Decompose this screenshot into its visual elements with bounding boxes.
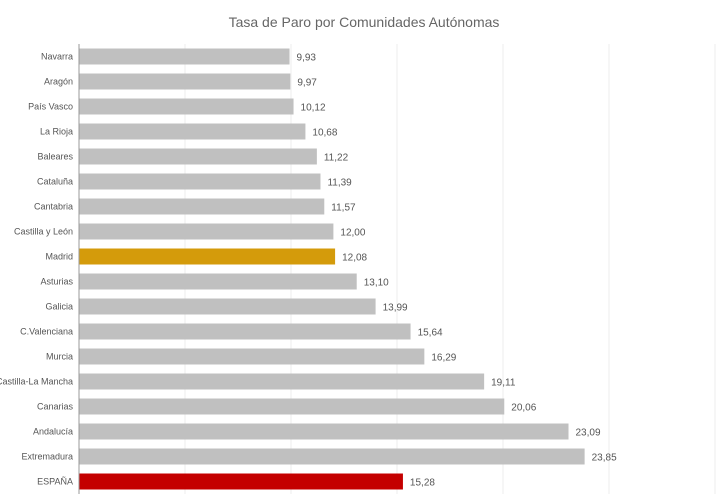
- data-label: 12,00: [340, 228, 365, 239]
- data-label: 13,10: [364, 278, 389, 289]
- data-label: 10,68: [312, 128, 337, 139]
- category-label: Galicia: [45, 302, 73, 312]
- data-label: 11,22: [324, 153, 349, 164]
- bar: [79, 248, 336, 265]
- category-label: Asturias: [40, 277, 73, 287]
- bar: [79, 348, 425, 365]
- bar: [79, 98, 294, 115]
- data-label: 23,85: [592, 453, 617, 464]
- data-label: 16,29: [431, 353, 456, 364]
- data-label: 11,39: [327, 178, 352, 189]
- chart-title: Tasa de Paro por Comunidades Autónomas: [228, 14, 500, 30]
- data-label: 13,99: [383, 303, 408, 314]
- category-label: Baleares: [37, 152, 73, 162]
- category-label: País Vasco: [28, 102, 73, 112]
- category-label: ESPAÑA: [37, 477, 73, 487]
- category-label: Aragón: [44, 77, 73, 87]
- category-label: Canarias: [37, 402, 74, 412]
- bar: [79, 173, 321, 190]
- category-label: Castilla-La Mancha: [0, 377, 73, 387]
- category-label: C.Valenciana: [20, 327, 73, 337]
- bar: [79, 373, 485, 390]
- category-label: Navarra: [41, 52, 73, 62]
- bar: [79, 123, 306, 140]
- data-label: 19,11: [491, 378, 516, 389]
- bar: [79, 473, 403, 490]
- data-label: 23,09: [576, 428, 601, 439]
- data-label: 20,06: [511, 403, 536, 414]
- bar: [79, 223, 334, 240]
- bar: [79, 198, 325, 215]
- category-label: Andalucía: [33, 427, 73, 437]
- category-label: Cataluña: [37, 177, 73, 187]
- bar: [79, 398, 505, 415]
- data-label: 15,28: [410, 478, 435, 489]
- category-label: Extremadura: [21, 452, 73, 462]
- category-label: Murcia: [46, 352, 73, 362]
- bar: [79, 423, 569, 440]
- data-label: 15,64: [418, 328, 443, 339]
- bar: [79, 448, 585, 465]
- category-label: Cantabria: [34, 202, 73, 212]
- bar: [79, 73, 291, 90]
- data-label: 10,12: [301, 103, 326, 114]
- bar: [79, 148, 317, 165]
- bar: [79, 273, 357, 290]
- data-label: 12,08: [342, 253, 367, 264]
- category-label: Madrid: [45, 252, 73, 262]
- category-label: Castilla y León: [14, 227, 73, 237]
- category-label: La Rioja: [40, 127, 73, 137]
- bar: [79, 298, 376, 315]
- data-label: 9,97: [297, 78, 317, 89]
- data-label: 9,93: [297, 53, 317, 64]
- data-label: 11,57: [331, 203, 356, 214]
- bar: [79, 48, 290, 65]
- bar: [79, 323, 411, 340]
